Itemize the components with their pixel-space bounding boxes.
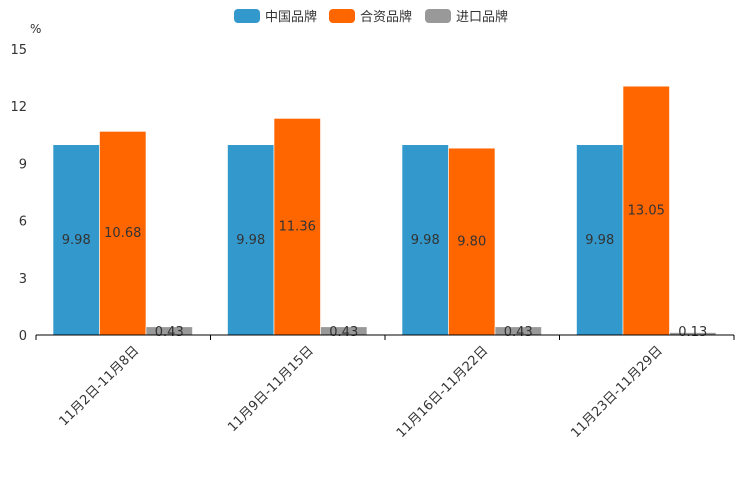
legend-item[interactable]: 中国品牌 <box>234 9 317 25</box>
data-label: 9.98 <box>62 233 91 248</box>
data-label: 11.36 <box>279 220 316 235</box>
legend-label: 中国品牌 <box>265 9 317 25</box>
y-axis-unit: % <box>30 22 41 36</box>
bar[interactable] <box>401 144 449 336</box>
bar[interactable] <box>273 118 321 336</box>
x-category-label: 11月16日-11月22日 <box>394 343 491 440</box>
y-tick-label: 15 <box>10 43 27 58</box>
data-label: 9.80 <box>457 235 486 250</box>
bars <box>52 85 717 336</box>
data-label: 9.98 <box>585 233 614 248</box>
x-category-label: 11月9日-11月15日 <box>225 343 317 435</box>
bar[interactable] <box>52 144 100 336</box>
data-label: 9.98 <box>411 233 440 248</box>
data-label: 0.43 <box>329 325 358 340</box>
y-tick-label: 6 <box>19 215 27 230</box>
y-tick-label: 0 <box>19 329 27 344</box>
x-category-label: 11月2日-11月8日 <box>57 343 143 429</box>
legend-item[interactable]: 合资品牌 <box>329 9 412 25</box>
bar[interactable] <box>622 85 670 336</box>
bar[interactable] <box>99 131 147 336</box>
y-axis: 0 3 6 9 12 15 <box>10 43 27 344</box>
data-label: 0.13 <box>678 325 707 340</box>
data-labels: 9.98 10.68 0.43 9.98 11.36 0.43 9.98 9.80 0.43 9.… <box>62 204 707 340</box>
bar[interactable] <box>576 144 624 336</box>
legend-item[interactable]: 进口品牌 <box>425 9 508 25</box>
legend-label: 进口品牌 <box>456 9 508 25</box>
y-tick-label: 3 <box>19 272 27 287</box>
y-tick-label: 9 <box>19 157 27 172</box>
x-category-label: 11月23日-11月29日 <box>568 343 665 440</box>
data-label: 9.98 <box>236 233 265 248</box>
legend-swatch <box>425 9 451 23</box>
y-tick-label: 12 <box>10 100 27 115</box>
bar[interactable] <box>448 147 496 336</box>
legend-swatch <box>234 9 260 23</box>
legend-label: 合资品牌 <box>360 9 412 25</box>
legend: 中国品牌 合资品牌 进口品牌 <box>234 9 508 25</box>
legend-swatch <box>329 9 355 23</box>
x-axis: 11月2日-11月8日 11月9日-11月15日 11月16日-11月22日 11月2… <box>35 334 735 441</box>
data-label: 0.43 <box>504 325 533 340</box>
data-label: 0.43 <box>155 325 184 340</box>
data-label: 13.05 <box>628 204 665 219</box>
data-label: 10.68 <box>104 226 141 241</box>
